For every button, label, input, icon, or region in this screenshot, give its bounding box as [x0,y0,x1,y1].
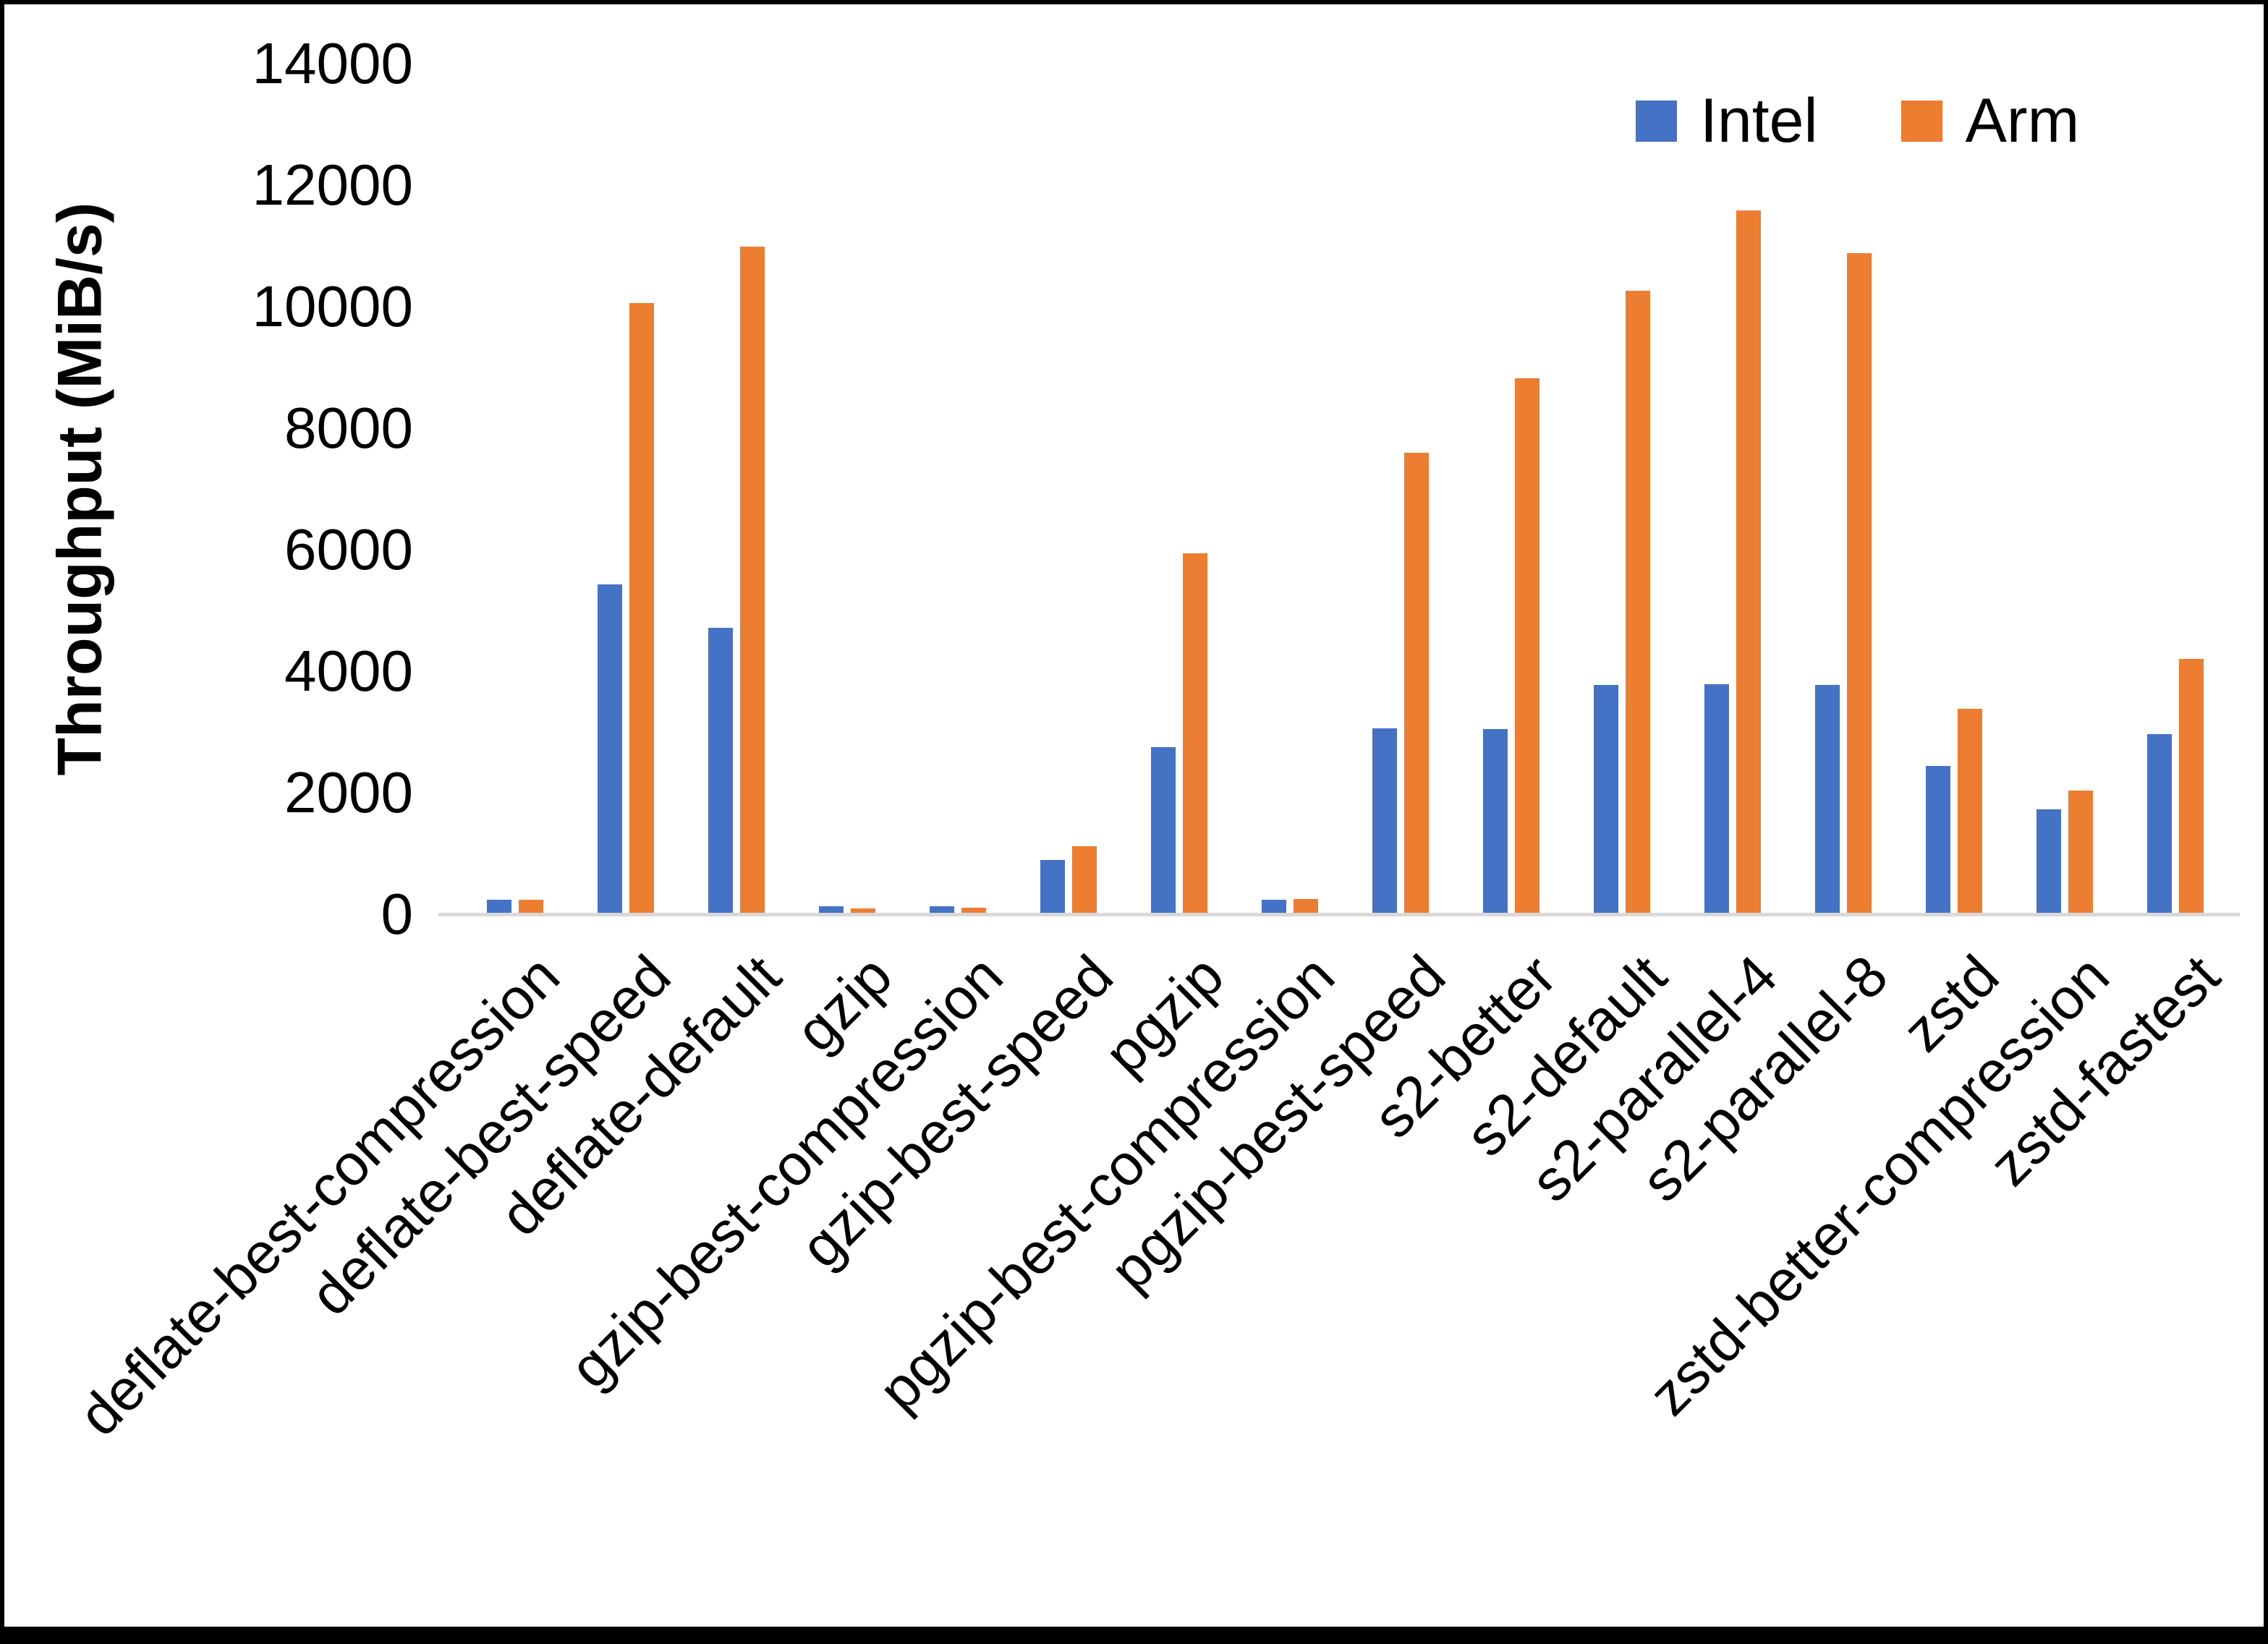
bar-intel-pgzip [1150,747,1176,914]
bar-arm-gzip-best-compression [961,908,986,914]
bar-arm-zstd [1957,709,1982,914]
x-axis-line [438,913,2240,916]
bar-arm-pgzip [1182,553,1207,914]
y-tick-label-6000: 6000 [284,517,413,582]
bar-arm-deflate-best-speed [629,303,654,914]
bar-arm-pgzip-best-speed [1403,453,1429,914]
bar-intel-s2-default [1593,685,1618,914]
bar-intel-pgzip-best-speed [1372,728,1397,914]
bar-arm-gzip [850,908,875,914]
bar-arm-s2-default [1625,291,1650,914]
legend-item-intel: Intel [1636,90,1818,152]
legend-label-intel: Intel [1700,86,1818,156]
y-tick-label-10000: 10000 [252,274,413,338]
bar-arm-pgzip-best-compression [1293,899,1318,914]
bar-intel-pgzip-best-compression [1261,900,1286,914]
bar-group-s2-default [1566,64,1677,914]
bar-group-pgzip [1124,64,1234,914]
bar-arm-deflate-best-compression [518,900,543,914]
plot-area [459,64,2230,914]
bar-intel-zstd-better-compression [2036,809,2061,914]
bar-intel-zstd-fastest [2146,734,2172,914]
legend-label-arm: Arm [1965,86,2080,156]
y-tick-label-2000: 2000 [284,760,413,825]
bar-arm-gzip-best-speed [1071,846,1097,914]
bar-intel-zstd [1925,766,1950,914]
legend-item-arm: Arm [1900,86,2080,156]
bar-group-gzip-best-speed [1013,64,1124,914]
bar-group-zstd-fastest [2120,64,2230,914]
bar-group-s2-parallel-8 [1788,64,1898,914]
bar-group-deflate-default [681,64,791,914]
bar-group-s2-parallel-4 [1677,64,1788,914]
y-tick-label-12000: 12000 [252,153,413,217]
legend-swatch-arm [1900,100,1942,142]
bar-arm-deflate-default [739,247,765,914]
bar-arm-s2-better [1514,378,1539,914]
bar-group-pgzip-best-compression [1234,64,1345,914]
y-tick-label-14000: 14000 [252,31,413,95]
bar-group-zstd [1898,64,2009,914]
bar-group-deflate-best-compression [459,64,570,914]
bar-arm-zstd-better-compression [2068,791,2093,914]
bar-intel-s2-parallel-8 [1814,685,1840,914]
bar-intel-gzip-best-speed [1040,860,1065,914]
bar-intel-gzip-best-compression [929,906,954,914]
y-tick-label-0: 0 [381,882,414,946]
bar-intel-deflate-best-speed [597,584,622,914]
bar-intel-s2-parallel-4 [1704,684,1729,914]
y-tick-label-4000: 4000 [284,639,413,703]
bar-group-gzip [791,64,902,914]
bar-intel-deflate-best-compression [486,900,511,914]
bar-intel-deflate-default [708,628,733,914]
bar-group-zstd-better-compression [2009,64,2120,914]
y-tick-label-8000: 8000 [284,396,413,460]
bar-arm-s2-parallel-4 [1736,210,1761,914]
bar-group-s2-better [1456,64,1566,914]
bar-group-gzip-best-compression [902,64,1013,914]
legend-swatch-intel [1636,100,1677,142]
bar-intel-gzip [818,906,844,914]
window-bottom-border [4,1627,2264,1644]
bar-intel-s2-better [1482,729,1508,914]
bar-group-pgzip-best-speed [1345,64,1456,914]
bar-arm-zstd-fastest [2178,659,2204,914]
legend: Intel Arm [1636,90,2079,152]
bar-group-deflate-best-speed [570,64,681,914]
bar-arm-s2-parallel-8 [1846,253,1872,914]
